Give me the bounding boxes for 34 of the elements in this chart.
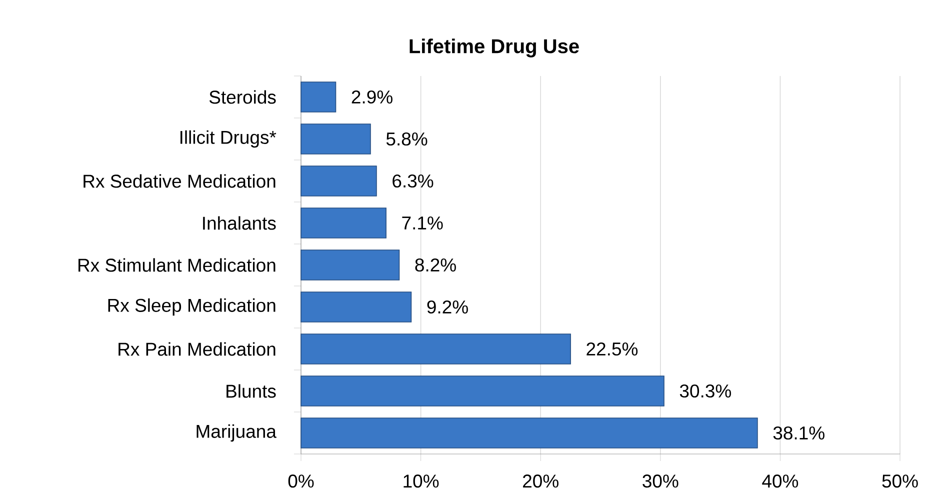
bar — [300, 166, 377, 196]
y-tick-label: Steroids — [209, 90, 276, 104]
bar — [300, 292, 412, 322]
x-tick-label: 50% — [882, 474, 918, 488]
data-label: 5.8% — [386, 132, 428, 146]
x-tick-label: 0% — [288, 474, 314, 488]
data-label: 38.1% — [773, 426, 824, 440]
data-label: 2.9% — [352, 90, 392, 104]
x-tick-label: 40% — [762, 474, 798, 488]
data-label: 6.3% — [392, 174, 434, 188]
x-tick-label: 20% — [523, 474, 558, 488]
x-tick-label: 10% — [404, 474, 439, 488]
bar — [300, 82, 336, 112]
data-label: 7.1% — [402, 216, 443, 230]
y-tick-label: Rx Sleep Medication — [108, 298, 276, 316]
bar — [300, 250, 400, 280]
bar — [300, 376, 664, 406]
data-label: 9.2% — [427, 300, 468, 314]
y-tick-label: Rx Pain Medication — [118, 342, 276, 356]
bar — [300, 124, 371, 154]
data-label: 8.2% — [415, 258, 456, 272]
bar — [300, 418, 758, 448]
bar — [300, 208, 386, 238]
chart-title: Lifetime Drug Use — [410, 38, 579, 58]
data-label: 22.5% — [586, 342, 638, 356]
y-tick-label: Blunts — [226, 384, 276, 398]
data-label: 30.3% — [680, 384, 731, 398]
y-tick-label: Illicit Drugs* — [180, 130, 276, 148]
y-tick-label: Rx Stimulant Medication — [78, 258, 276, 272]
y-tick-label: Rx Sedative Medication — [84, 174, 276, 188]
y-tick-label: Inhalants — [203, 216, 276, 230]
y-tick-label: Marijuana — [196, 424, 276, 442]
x-tick-label: 30% — [642, 474, 678, 488]
bar — [300, 334, 571, 364]
